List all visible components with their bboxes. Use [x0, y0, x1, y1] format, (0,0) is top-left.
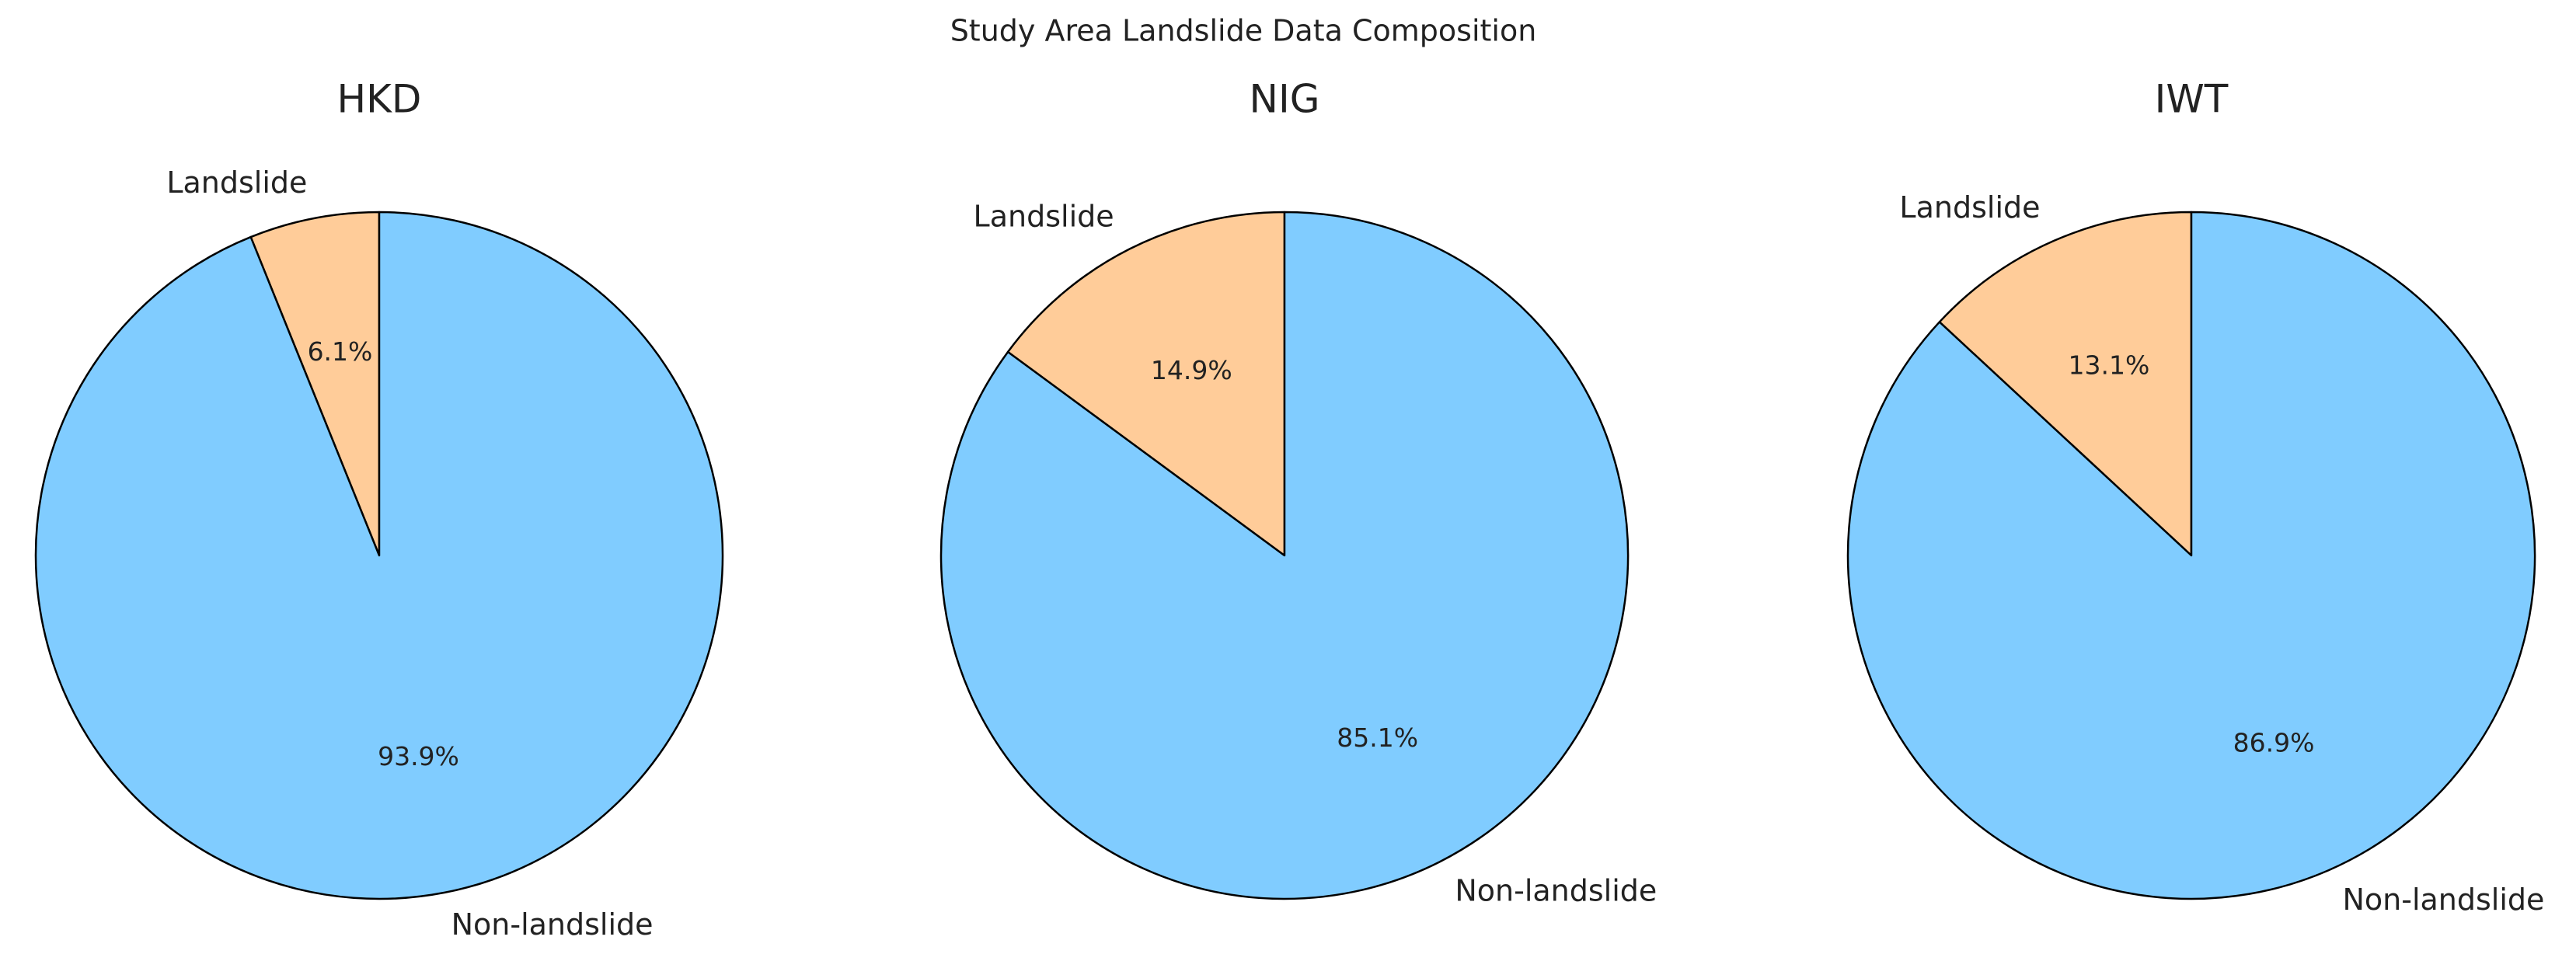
percent-label: 14.9%: [1151, 355, 1232, 385]
subplot-title: HKD: [337, 77, 422, 122]
percent-label: 85.1%: [1337, 723, 1418, 753]
figure-title: Study Area Landslide Data Composition: [950, 14, 1537, 48]
percent-label: 13.1%: [2068, 350, 2149, 380]
pie-wedge: [1938, 211, 2193, 557]
wedge-label: Non-landslide: [2342, 883, 2544, 917]
pie-wedge: [1006, 211, 1286, 557]
pie-wedge: [1846, 211, 2536, 900]
percent-label: 86.9%: [2233, 728, 2315, 758]
wedge-label: Landslide: [166, 165, 307, 200]
pie-wedge: [939, 211, 1630, 900]
wedge-label: Landslide: [1899, 190, 2040, 225]
subplot-title: IWT: [2155, 77, 2229, 122]
pie-wedge: [34, 211, 724, 900]
subplot-title: NIG: [1250, 77, 1320, 122]
wedge-label: Landslide: [974, 200, 1114, 234]
wedge-label: Non-landslide: [1455, 873, 1657, 907]
wedge-label: Non-landslide: [451, 907, 654, 942]
percent-label: 93.9%: [378, 741, 459, 771]
pie-wedge: [249, 211, 381, 557]
percent-label: 6.1%: [308, 336, 373, 367]
